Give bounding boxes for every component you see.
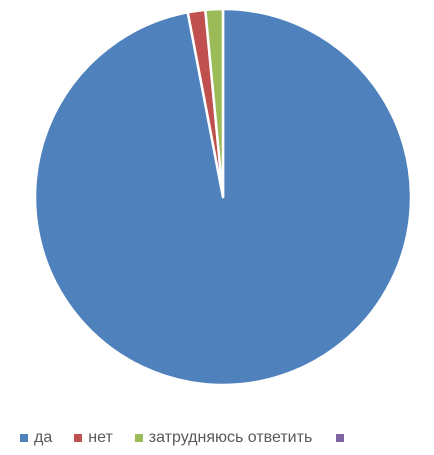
pie-chart <box>33 7 413 387</box>
legend-swatch-4 <box>336 434 345 442</box>
legend-swatch-zatrudnyayus <box>134 434 143 442</box>
legend-item-net: нет <box>74 429 113 447</box>
legend-label-zatrudnyayus: затрудняюсь ответить <box>148 429 313 446</box>
legend-item-da: да <box>20 429 52 447</box>
legend-label-net: нет <box>88 429 113 446</box>
pie-slice-2 <box>204 7 225 199</box>
legend: да нет затрудняюсь ответить <box>0 426 434 450</box>
legend-label-da: да <box>34 429 53 446</box>
legend-swatch-da <box>20 434 28 442</box>
legend-swatch-net <box>74 434 83 442</box>
legend-item-4 <box>336 434 350 442</box>
legend-item-zatrudnyayus: затрудняюсь ответить <box>134 429 313 447</box>
